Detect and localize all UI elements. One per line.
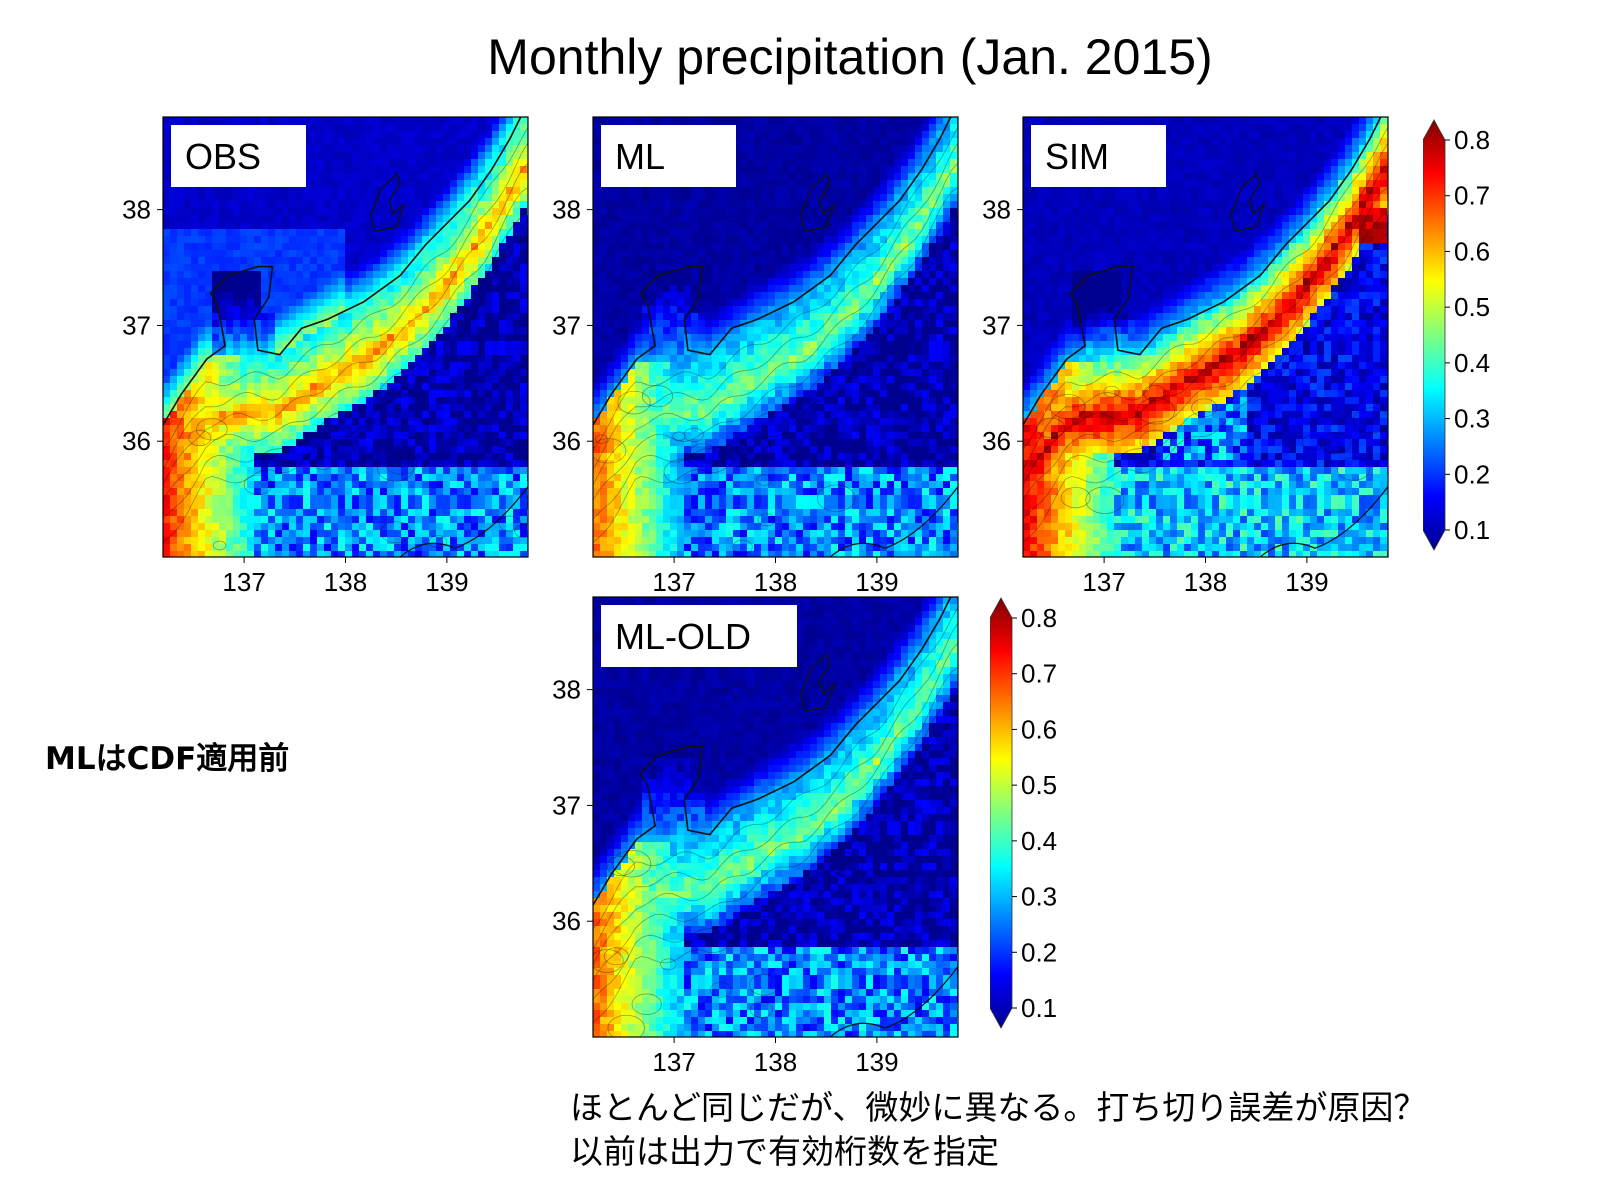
island-outline [800, 173, 836, 233]
colorbar-tick-label: 0.2 [1454, 459, 1490, 489]
colorbar-top: 0.8 0.7 0.6 0.5 0.4 0.3 0.2 0.1 [1422, 118, 1533, 568]
colorbar-tick-label: 0.5 [1021, 770, 1057, 800]
y-tick-label: 38 [982, 195, 1011, 225]
colorbar-tick-label: 0.2 [1021, 937, 1057, 967]
x-tick-label: 139 [855, 567, 898, 597]
colorbar-tick-label: 0.1 [1454, 515, 1490, 545]
colorbar-gradient [989, 597, 1013, 1029]
x-tick-label: 138 [754, 1047, 797, 1077]
map-svg: OBS 137 138 139 36 37 38 [122, 116, 529, 597]
colorbar-tick-label: 0.6 [1021, 714, 1057, 744]
colorbar-tick-label: 0.4 [1454, 348, 1490, 378]
x-tick-label: 138 [754, 567, 797, 597]
map-svg: ML 137 138 139 36 37 38 [552, 116, 959, 597]
y-tick-label: 36 [982, 426, 1011, 456]
map-panel-obs: OBS 137 138 139 36 37 38 [110, 112, 540, 602]
panel-label-text: OBS [185, 136, 261, 177]
colorbar-tick-label: 0.7 [1021, 659, 1057, 689]
y-tick-label: 36 [122, 426, 151, 456]
map-panel-ml: ML 137 138 139 36 37 38 [540, 112, 970, 602]
y-tick-label: 36 [552, 906, 581, 936]
colorbar-tick-label: 0.6 [1454, 236, 1490, 266]
map-svg: ML-OLD 137 138 139 36 37 38 [552, 596, 959, 1077]
colorbar-tick-label: 0.4 [1021, 826, 1057, 856]
chart-title: Monthly precipitation (Jan. 2015) [487, 29, 1213, 85]
x-tick-label: 138 [1184, 567, 1227, 597]
map-panel-ml-old: ML-OLD 137 138 139 36 37 38 [540, 592, 970, 1082]
colorbar-bottom: 0.8 0.7 0.6 0.5 0.4 0.3 0.2 0.1 [989, 596, 1100, 1046]
x-tick-label: 137 [652, 567, 695, 597]
coastline [1023, 117, 1382, 426]
colorbar-tick-label: 0.7 [1454, 181, 1490, 211]
y-tick-label: 38 [122, 195, 151, 225]
x-tick-label: 137 [222, 567, 265, 597]
island-outline [1230, 173, 1266, 233]
y-tick-label: 38 [552, 195, 581, 225]
y-tick-label: 37 [982, 310, 1011, 340]
panel-label-text: ML [615, 136, 665, 177]
colorbar-svg: 0.8 0.7 0.6 0.5 0.4 0.3 0.2 0.1 [989, 597, 1057, 1029]
panel-label: SIM [1031, 125, 1166, 187]
colorbar-tick-label: 0.5 [1454, 292, 1490, 322]
colorbar-svg: 0.8 0.7 0.6 0.5 0.4 0.3 0.2 0.1 [1422, 119, 1490, 551]
island-outline [800, 653, 836, 713]
colorbar-tick-label: 0.8 [1021, 603, 1057, 633]
panel-label: OBS [171, 125, 306, 187]
coastline [593, 117, 952, 426]
colorbar-tick-label: 0.8 [1454, 125, 1490, 155]
colorbar-tick-label: 0.3 [1021, 882, 1057, 912]
y-tick-label: 37 [122, 310, 151, 340]
x-tick-label: 137 [652, 1047, 695, 1077]
ml-note: MLはCDF適用前 [45, 741, 290, 777]
comment-line-2: 以前は出力で有効桁数を指定 [570, 1132, 999, 1171]
panel-label-text: SIM [1045, 136, 1109, 177]
map-panel-sim: SIM 137 138 139 36 37 38 [970, 112, 1400, 602]
y-tick-label: 37 [552, 790, 581, 820]
y-tick-label: 38 [552, 675, 581, 705]
x-tick-label: 138 [324, 567, 367, 597]
map-svg: SIM 137 138 139 36 37 38 [982, 116, 1389, 597]
x-tick-label: 139 [855, 1047, 898, 1077]
y-tick-label: 37 [552, 310, 581, 340]
colorbar-gradient [1422, 119, 1446, 551]
coastline [163, 117, 522, 426]
panel-label-text: ML-OLD [615, 616, 751, 657]
comment-text: ほとんど同じだが、微妙に異なる。打ち切り誤差が原因？ 以前は出力で有効桁数を指定 [570, 1086, 1426, 1174]
panel-label: ML-OLD [601, 605, 797, 667]
x-tick-label: 139 [425, 567, 468, 597]
island-outline [370, 173, 406, 233]
y-tick-label: 36 [552, 426, 581, 456]
panel-label: ML [601, 125, 736, 187]
comment-line-1: ほとんど同じだが、微妙に異なる。打ち切り誤差が原因？ [570, 1088, 1427, 1127]
colorbar-tick-label: 0.3 [1454, 404, 1490, 434]
coastline [593, 597, 952, 906]
colorbar-tick-label: 0.1 [1021, 993, 1057, 1023]
x-tick-label: 137 [1082, 567, 1125, 597]
x-tick-label: 139 [1285, 567, 1328, 597]
